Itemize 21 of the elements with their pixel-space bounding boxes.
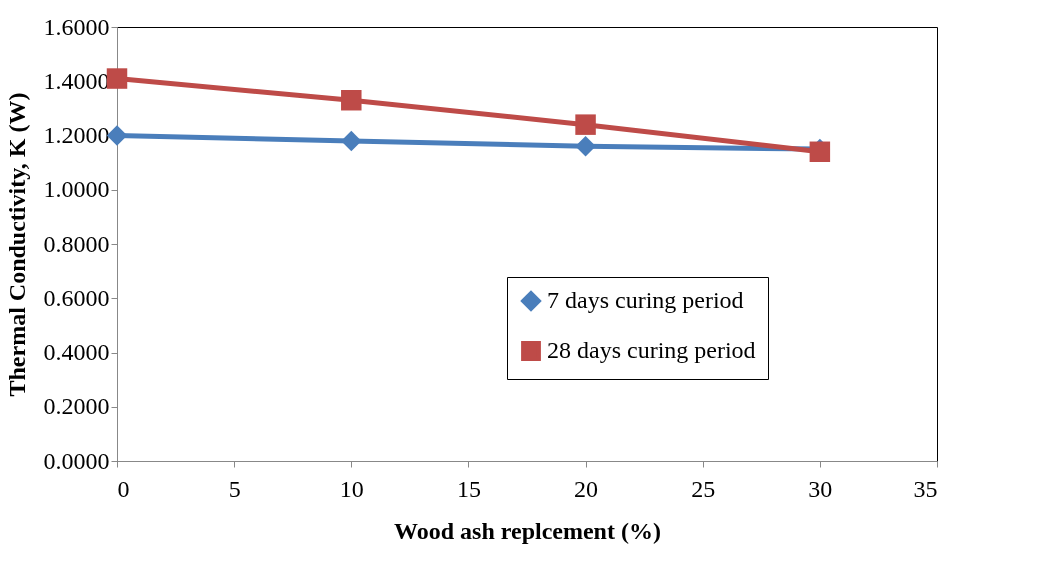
legend-label: 7 days curing period — [547, 287, 744, 313]
y-tick-label: 0.4000 — [43, 339, 110, 365]
y-tick-label: 0.2000 — [43, 393, 110, 420]
x-tick-label: 25 — [691, 475, 716, 502]
x-tick-label: 20 — [574, 475, 599, 502]
x-tick-label: 30 — [808, 475, 833, 502]
y-tick-label: 1.2000 — [43, 122, 110, 148]
legend-label: 28 days curing period — [547, 337, 756, 363]
y-tick-label: 0.6000 — [43, 284, 110, 311]
y-tick-label: 0.8000 — [43, 230, 110, 257]
x-tick-label: 35 — [913, 475, 938, 502]
y-tick-label: 1.4000 — [43, 67, 110, 94]
x-axis-title: Wood ash replcement (%) — [394, 517, 661, 544]
y-tick-label: 1.0000 — [43, 176, 110, 203]
x-tick-label: 0 — [117, 475, 130, 502]
x-tick-label: 5 — [228, 475, 241, 502]
x-tick-label: 10 — [339, 475, 364, 502]
y-axis-title: Thermal Conductivity, K (W) — [3, 92, 30, 397]
x-tick-label: 15 — [456, 475, 481, 502]
y-tick-label: 0.0000 — [43, 447, 110, 474]
y-tick-label: 1.6000 — [43, 13, 110, 40]
